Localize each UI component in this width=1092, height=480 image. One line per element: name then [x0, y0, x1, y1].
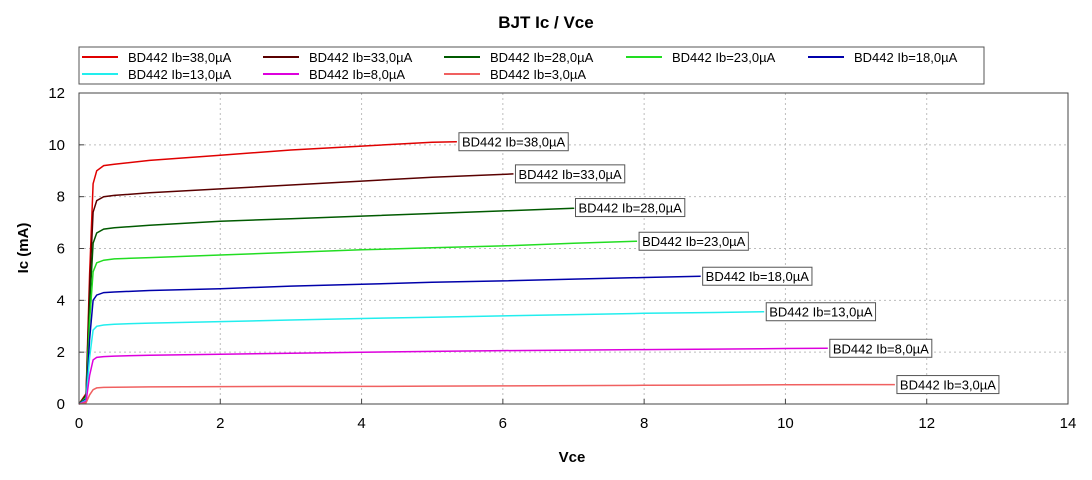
- legend-item-label: BD442 Ib=13,0µA: [128, 67, 232, 82]
- series-line: [78, 240, 638, 405]
- x-tick-label: 0: [75, 415, 83, 432]
- x-tick-label: 4: [357, 415, 365, 432]
- series-end-label-text: BD442 Ib=8,0µA: [833, 341, 929, 356]
- series-end-label: BD442 Ib=33,0µA: [514, 164, 626, 184]
- series-end-label-box: [638, 231, 749, 251]
- series-line: [78, 275, 701, 405]
- series-end-label-box: [896, 375, 1000, 395]
- series-end-label-text: BD442 Ib=23,0µA: [642, 234, 746, 249]
- series-end-label-box: [514, 164, 626, 184]
- y-tick-label: 8: [57, 189, 65, 206]
- series-end-label: BD442 Ib=13,0µA: [765, 302, 877, 322]
- x-axis-label: Vce: [559, 449, 586, 466]
- series-end-label-box: [458, 132, 569, 152]
- series-end-label-text: BD442 Ib=3,0µA: [900, 378, 996, 393]
- x-tick-label: 12: [918, 415, 935, 432]
- ticks: 0 2 4 6 8 10 12 14 0 2 4 6 8 10 12: [48, 85, 1076, 432]
- y-tick-label: 10: [48, 137, 65, 154]
- series-end-label-text: BD442 Ib=38,0µA: [462, 135, 566, 150]
- x-tick-label: 10: [777, 415, 794, 432]
- legend-item-label: BD442 Ib=38,0µA: [128, 50, 232, 65]
- series-end-label-box: [575, 198, 686, 218]
- x-tick-label: 14: [1060, 415, 1077, 432]
- series-end-label-box: [765, 302, 877, 322]
- series-labels: BD442 Ib=38,0µA BD442 Ib=33,0µA BD442 Ib=2…: [458, 132, 1000, 395]
- series-end-label: BD442 Ib=23,0µA: [638, 231, 749, 251]
- x-tick-label: 2: [216, 415, 224, 432]
- legend-item-label: BD442 Ib=28,0µA: [490, 50, 594, 65]
- series-end-label-box: [702, 266, 813, 286]
- series-line: [78, 347, 828, 405]
- y-tick-label: 12: [48, 85, 65, 102]
- series-line: [78, 383, 895, 405]
- x-tick-label: 8: [640, 415, 648, 432]
- series-end-label-text: BD442 Ib=18,0µA: [706, 269, 810, 284]
- plot-frame: [78, 92, 1069, 405]
- series-end-label-text: BD442 Ib=28,0µA: [579, 201, 683, 216]
- y-axis-label: Ic (mA): [15, 223, 32, 274]
- series-end-label: BD442 Ib=18,0µA: [702, 266, 813, 286]
- series-line: [78, 173, 514, 405]
- series-end-label: BD442 Ib=28,0µA: [575, 198, 686, 218]
- y-tick-label: 6: [57, 241, 65, 258]
- y-tick-label: 2: [57, 344, 65, 361]
- chart-title: BJT Ic / Vce: [498, 13, 593, 32]
- series-end-label-box: [829, 338, 933, 358]
- series-line: [78, 310, 765, 405]
- legend-item-label: BD442 Ib=33,0µA: [309, 50, 413, 65]
- legend-item-label: BD442 Ib=23,0µA: [672, 50, 776, 65]
- series-layer: [78, 140, 895, 405]
- y-tick-label: 0: [57, 396, 65, 413]
- legend-box: [78, 46, 985, 85]
- series-end-label: BD442 Ib=8,0µA: [829, 338, 933, 358]
- series-line: [78, 207, 575, 405]
- legend-item-label: BD442 Ib=8,0µA: [309, 67, 405, 82]
- y-tick-label: 4: [57, 292, 65, 309]
- x-tick-label: 6: [499, 415, 507, 432]
- legend-item-label: BD442 Ib=18,0µA: [854, 50, 958, 65]
- series-end-label-text: BD442 Ib=33,0µA: [518, 167, 622, 182]
- series-end-label: BD442 Ib=3,0µA: [896, 375, 1000, 395]
- series-end-label-text: BD442 Ib=13,0µA: [769, 305, 873, 320]
- legend-item-label: BD442 Ib=3,0µA: [490, 67, 586, 82]
- legend: BD442 Ib=38,0µA BD442 Ib=33,0µA BD442 Ib=2…: [78, 46, 985, 85]
- series-end-label: BD442 Ib=38,0µA: [458, 132, 569, 152]
